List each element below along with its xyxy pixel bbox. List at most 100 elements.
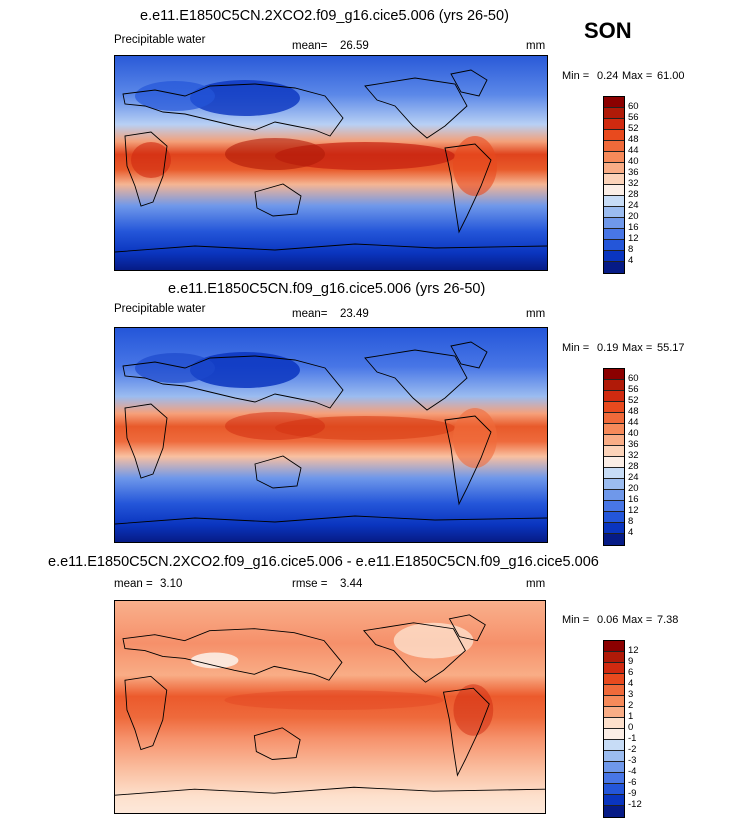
colorbar-swatch [604,468,624,479]
colorbar-tick-label: 28 [628,189,639,200]
panel3-units: mm [526,578,546,590]
panel3-max-value: 7.38 [657,614,679,626]
colorbar-swatch [604,784,624,795]
colorbar-swatch [604,652,624,663]
colorbar-tick-label: -1 [628,733,637,744]
colorbar-swatch [604,479,624,490]
colorbar-tick-label: 12 [628,233,639,244]
colorbar-tick-label: 40 [628,428,639,439]
colorbar-swatch [604,795,624,806]
colorbar-tick-label: 8 [628,516,634,527]
colorbar-tick-label: 20 [628,483,639,494]
panel2-max-value: 55.17 [657,342,685,354]
colorbar-swatch [604,207,624,218]
colorbar-tick-label: 32 [628,450,639,461]
panel3-mean-value: 3.10 [160,578,183,590]
colorbar-tick-label: 36 [628,439,639,450]
colorbar-swatch [604,424,624,435]
colorbar-swatch [604,413,624,424]
colorbar-swatch [604,97,624,108]
colorbar-swatch [604,457,624,468]
panel1-max-label: Max = [622,70,653,82]
season-label: SON [584,18,632,43]
colorbar-tick-label: 6 [628,667,634,678]
colorbar-swatch [604,435,624,446]
colorbar-tick-label: 36 [628,167,639,178]
panel1-title: e.e11.E1850C5CN.2XCO2.f09_g16.cice5.006 … [140,8,509,24]
panel1-map [114,55,548,271]
colorbar-tick-label: 2 [628,700,634,711]
panel1-min-label: Min = [562,70,590,82]
colorbar-swatch [604,751,624,762]
colorbar-tick-label: 56 [628,384,639,395]
panel3-title: e.e11.E1850C5CN.2XCO2.f09_g16.cice5.006 … [48,554,599,570]
colorbar-tick-label: 24 [628,200,639,211]
colorbar-swatch [604,534,624,545]
panel2-variable: Precipitable water [114,303,206,315]
panel3-max-label: Max = [622,614,653,626]
colorbar-tick-label: 60 [628,101,639,112]
colorbar-swatch [604,152,624,163]
colorbar-tick-label: 44 [628,417,639,428]
panel1-max-value: 61.00 [657,70,685,82]
colorbar-tick-label: 1 [628,711,634,722]
colorbar-tick-label: 8 [628,244,634,255]
panel2-title: e.e11.E1850C5CN.f09_g16.cice5.006 (yrs 2… [168,281,486,297]
colorbar-swatch [604,490,624,501]
colorbar-tick-label: 28 [628,461,639,472]
colorbar-swatch [604,229,624,240]
colorbar-tick-label: 12 [628,505,639,516]
colorbar-swatch [604,391,624,402]
panel3-mean-label: mean = [114,578,153,590]
colorbar-tick-label: -2 [628,744,637,755]
colorbar-swatch [604,240,624,251]
colorbar-tick-label: 16 [628,222,639,233]
colorbar-tick-label: -6 [628,777,637,788]
panel3-rmse-value: 3.44 [340,578,363,590]
colorbar-swatch [604,718,624,729]
colorbar-tick-label: 24 [628,472,639,483]
colorbar-swatch [604,806,624,817]
colorbar-swatch [604,762,624,773]
colorbar-tick-label: 4 [628,678,634,689]
panel1-mean-value: 26.59 [340,40,369,52]
panel2-mean-value: 23.49 [340,308,369,320]
colorbar-tick-label: 48 [628,134,639,145]
colorbar-swatch [604,402,624,413]
panel2-min-label: Min = [562,342,590,354]
panel3-min-label: Min = [562,614,590,626]
colorbar-tick-label: -9 [628,788,637,799]
colorbar-swatch [604,130,624,141]
colorbar-swatch [604,729,624,740]
colorbar-swatch [604,163,624,174]
colorbar-tick-label: 16 [628,494,639,505]
colorbar-tick-label: 60 [628,373,639,384]
panel2-mean-label: mean= [292,308,328,320]
panel2-max-label: Max = [622,342,653,354]
colorbar-swatch [604,380,624,391]
colorbar-swatch [604,512,624,523]
colorbar-tick-label: 56 [628,112,639,123]
colorbar-tick-label: 4 [628,527,634,538]
colorbar-tick-label: 4 [628,255,634,266]
colorbar-tick-label: -4 [628,766,637,777]
colorbar-tick-label: 20 [628,211,639,222]
colorbar-tick-label: 52 [628,395,639,406]
colorbar-swatch [604,685,624,696]
colorbar-tick-label: -3 [628,755,637,766]
panel3-rmse-label: rmse = [292,578,328,590]
colorbar-swatch [604,262,624,273]
panel2-units: mm [526,308,546,320]
colorbar-tick-label: 52 [628,123,639,134]
colorbar-swatch [604,218,624,229]
colorbar-swatch [604,740,624,751]
colorbar-swatch [604,696,624,707]
colorbar-tick-label: 48 [628,406,639,417]
colorbar-tick-label: 9 [628,656,634,667]
colorbar-swatch [604,196,624,207]
colorbar-tick-label: 12 [628,645,639,656]
panel1-variable: Precipitable water [114,34,206,46]
panel1-min-value: 0.24 [597,70,619,82]
colorbar-tick-label: 44 [628,145,639,156]
panel1-mean-label: mean= [292,40,328,52]
